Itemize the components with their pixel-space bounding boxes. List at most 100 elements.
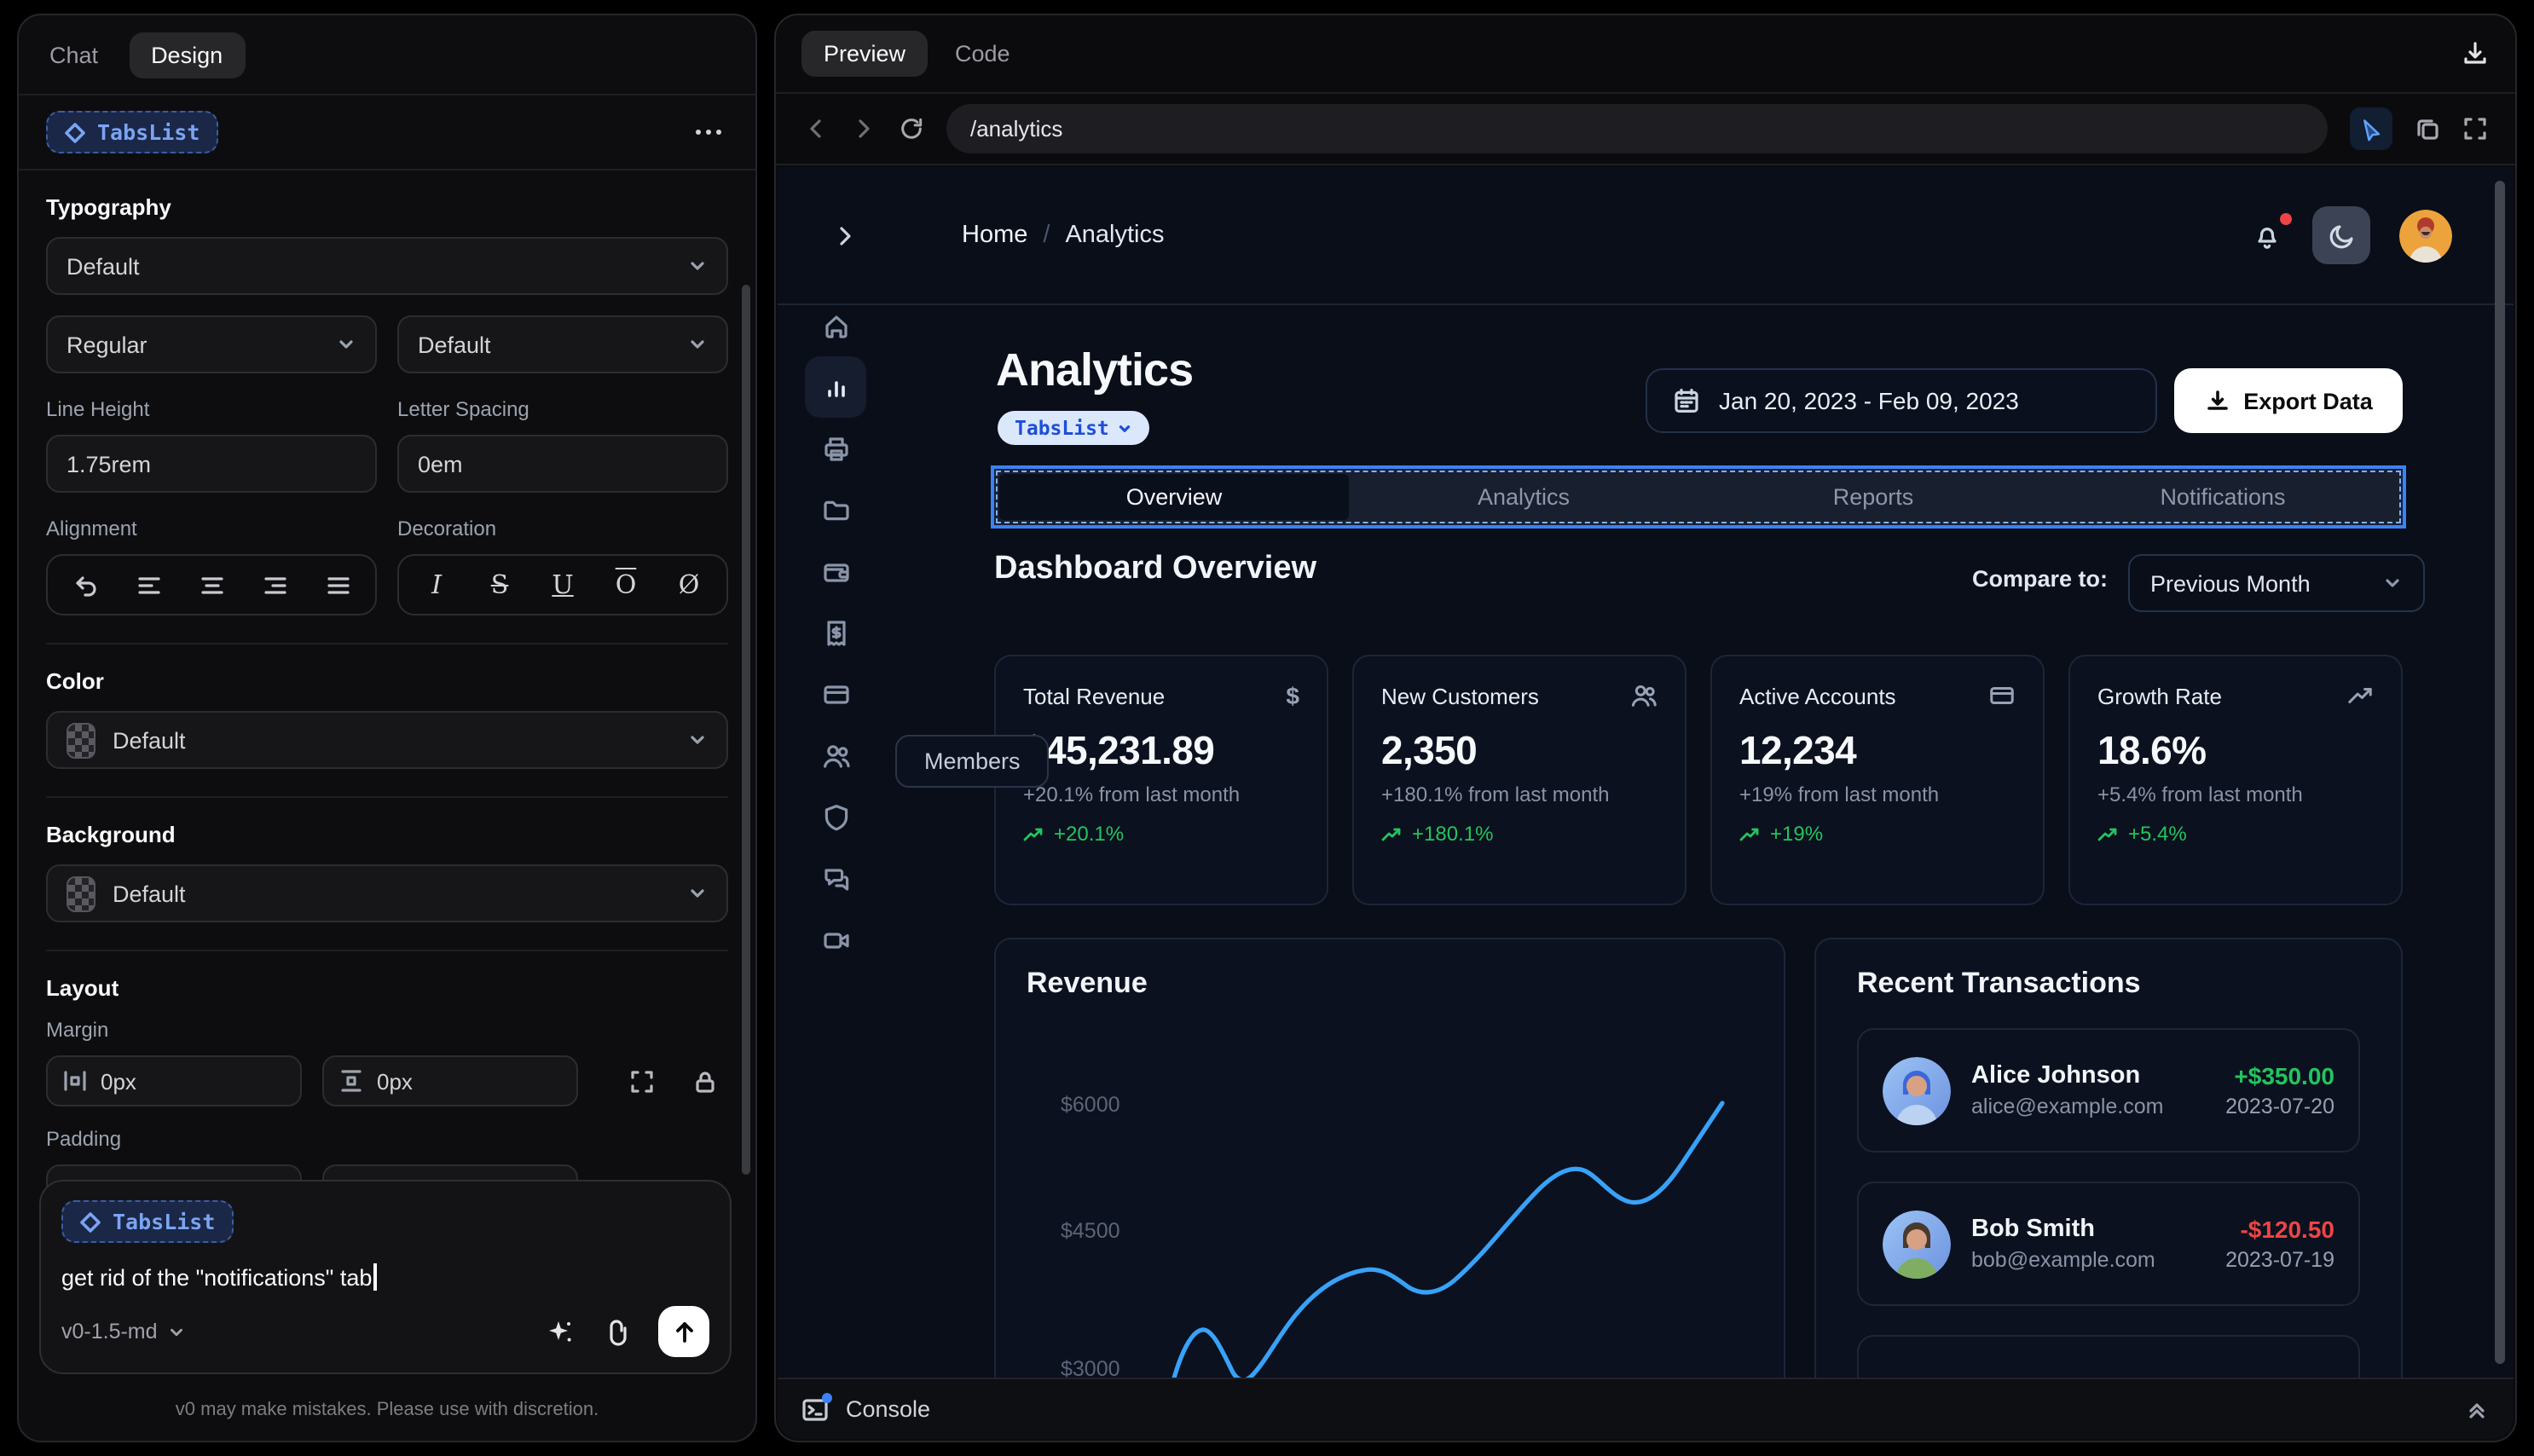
tab-reports[interactable]: Reports xyxy=(1832,484,1914,510)
copy-icon[interactable] xyxy=(2415,116,2440,142)
transaction-date: 2023-07-20 xyxy=(2225,1095,2334,1118)
background-section-label: Background xyxy=(46,822,176,847)
compare-select[interactable]: Previous Month xyxy=(2128,554,2425,612)
background-select[interactable]: Default xyxy=(46,864,728,922)
strikethrough-icon[interactable]: S xyxy=(490,569,509,600)
margin-y-input[interactable]: 0px xyxy=(322,1055,578,1106)
stat-delta-value: +19% xyxy=(1770,822,1824,846)
stat-label: New Customers xyxy=(1381,683,1539,708)
selected-component-badge[interactable]: TabsList xyxy=(998,411,1150,445)
preview-scrollbar[interactable] xyxy=(2495,181,2505,1364)
transaction-row[interactable]: Alice Johnson alice@example.com +$350.00… xyxy=(1857,1028,2360,1153)
send-button[interactable] xyxy=(658,1306,709,1357)
fullscreen-icon[interactable] xyxy=(2462,116,2488,142)
refresh-icon[interactable] xyxy=(899,116,924,142)
no-decoration-icon[interactable]: Ø xyxy=(678,569,700,600)
transaction-row-partial[interactable] xyxy=(1857,1335,2360,1378)
rail-receipt-icon[interactable] xyxy=(805,602,866,663)
download-icon[interactable] xyxy=(2461,39,2490,68)
rail-wallet-icon[interactable] xyxy=(805,540,866,602)
console-bar[interactable]: Console xyxy=(778,1378,2514,1439)
margin-vertical-icon xyxy=(341,1070,362,1092)
rail-credit-card-icon[interactable] xyxy=(805,663,866,725)
typography-section-label: Typography xyxy=(46,194,171,220)
font-family-select[interactable]: Default xyxy=(46,237,728,295)
transaction-email: alice@example.com xyxy=(1971,1095,2164,1118)
prompt-composer[interactable]: TabsList get rid of the "notifications" … xyxy=(39,1180,732,1374)
tab-preview[interactable]: Preview xyxy=(801,31,929,77)
divider xyxy=(46,643,728,644)
tab-overview[interactable]: Overview xyxy=(999,474,1349,520)
background-swatch-icon xyxy=(67,875,95,911)
export-data-button[interactable]: Export Data xyxy=(2174,368,2403,433)
breadcrumb-home[interactable]: Home xyxy=(962,222,1028,249)
line-height-input[interactable]: 1.75rem xyxy=(46,435,377,493)
date-range-picker[interactable]: Jan 20, 2023 - Feb 09, 2023 xyxy=(1646,368,2157,433)
rail-folder-icon[interactable] xyxy=(805,479,866,540)
letter-spacing-input[interactable]: 0em xyxy=(397,435,728,493)
stat-subtext: +5.4% from last month xyxy=(2097,783,2303,806)
undo-icon[interactable] xyxy=(68,572,102,598)
more-menu-button[interactable] xyxy=(689,123,728,142)
decoration-toolbar: I S U O Ø xyxy=(397,554,728,615)
url-input[interactable]: /analytics xyxy=(946,104,2328,153)
tab-chat[interactable]: Chat xyxy=(49,42,99,67)
margin-x-input[interactable]: 0px xyxy=(46,1055,302,1106)
rail-members-icon[interactable] xyxy=(805,725,866,786)
color-select[interactable]: Default xyxy=(46,711,728,769)
sparkles-icon[interactable] xyxy=(546,1317,575,1346)
rail-printer-icon[interactable] xyxy=(805,418,866,479)
rail-home-icon[interactable] xyxy=(805,295,866,356)
color-swatch-icon xyxy=(67,722,95,758)
model-select[interactable]: v0-1.5-md xyxy=(61,1320,187,1343)
calendar-icon xyxy=(1675,389,1698,413)
transaction-row[interactable]: Bob Smith bob@example.com -$120.50 2023-… xyxy=(1857,1182,2360,1306)
user-avatar[interactable] xyxy=(2399,209,2452,262)
notifications-bell-icon[interactable] xyxy=(2251,212,2292,251)
selected-component-chip[interactable]: TabsList xyxy=(46,111,219,153)
expand-icon[interactable] xyxy=(629,1068,655,1094)
app-viewport: Home / Analytics xyxy=(778,167,2514,1378)
tab-notifications[interactable]: Notifications xyxy=(2160,484,2286,510)
align-justify-icon[interactable] xyxy=(321,572,355,598)
tab-code[interactable]: Code xyxy=(955,41,1010,66)
preview-header: Preview Code xyxy=(776,15,2515,94)
sidebar-expand-icon[interactable] xyxy=(822,212,868,258)
font-weight-select[interactable]: Regular xyxy=(46,315,377,373)
italic-icon[interactable]: I xyxy=(431,569,442,600)
rail-analytics-icon[interactable] xyxy=(805,356,866,418)
align-left-icon[interactable] xyxy=(131,572,165,598)
tab-design[interactable]: Design xyxy=(129,32,246,78)
align-right-icon[interactable] xyxy=(257,572,292,598)
font-size-select[interactable]: Default xyxy=(397,315,728,373)
section-title: Dashboard Overview xyxy=(994,551,1317,586)
stat-value: 12,234 xyxy=(1739,728,1857,772)
chevron-down-icon xyxy=(339,340,353,349)
rail-shield-icon[interactable] xyxy=(805,786,866,847)
rail-video-icon[interactable] xyxy=(805,909,866,970)
tab-analytics[interactable]: Analytics xyxy=(1477,484,1571,510)
font-family-value: Default xyxy=(67,253,140,279)
divider xyxy=(19,94,755,95)
prompt-input[interactable]: get rid of the "notifications" tab xyxy=(61,1263,709,1291)
notification-dot xyxy=(2280,212,2292,224)
chevron-down-icon xyxy=(691,736,704,744)
composer-component-chip[interactable]: TabsList xyxy=(61,1200,234,1243)
overline-icon[interactable]: O xyxy=(615,569,637,600)
underline-icon[interactable]: U xyxy=(552,569,574,600)
text-caret xyxy=(373,1263,377,1291)
inspect-pointer-icon[interactable] xyxy=(2350,107,2392,150)
panel-scrollbar[interactable] xyxy=(742,285,750,1175)
rail-messages-icon[interactable] xyxy=(805,847,866,909)
back-icon[interactable] xyxy=(803,116,829,142)
stat-delta-value: +5.4% xyxy=(2128,822,2187,846)
theme-toggle-button[interactable] xyxy=(2312,206,2370,264)
align-center-icon[interactable] xyxy=(194,572,229,598)
attachment-icon[interactable] xyxy=(602,1317,631,1346)
y-tick: $6000 xyxy=(1061,1093,1120,1117)
transactions-card: Recent Transactions Alice Johnson alice@… xyxy=(1814,938,2403,1378)
forward-icon[interactable] xyxy=(851,116,876,142)
chevrons-up-icon[interactable] xyxy=(2464,1396,2490,1422)
chevron-down-icon xyxy=(2386,579,2399,587)
lock-icon[interactable] xyxy=(692,1068,718,1094)
